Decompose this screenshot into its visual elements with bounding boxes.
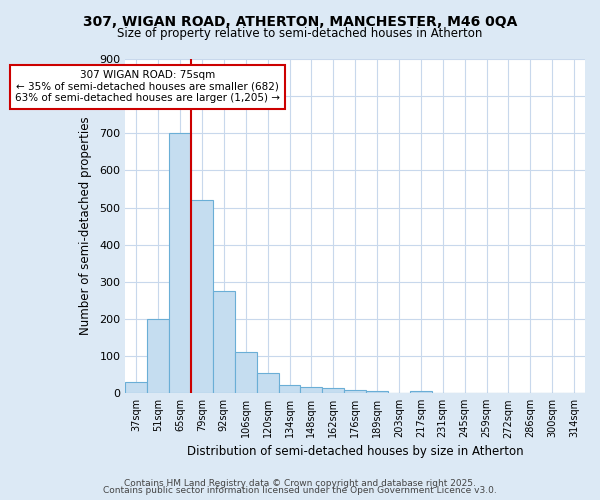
Bar [213, 291, 235, 393]
X-axis label: Distribution of semi-detached houses by size in Atherton: Distribution of semi-detached houses by … [187, 444, 523, 458]
Bar [366, 391, 388, 393]
Text: Contains HM Land Registry data © Crown copyright and database right 2025.: Contains HM Land Registry data © Crown c… [124, 478, 476, 488]
Bar [125, 382, 147, 393]
Bar [344, 390, 366, 393]
Text: Contains public sector information licensed under the Open Government Licence v3: Contains public sector information licen… [103, 486, 497, 495]
Bar [191, 200, 213, 393]
Bar [257, 373, 278, 393]
Bar [147, 319, 169, 393]
Text: Size of property relative to semi-detached houses in Atherton: Size of property relative to semi-detach… [118, 28, 482, 40]
Text: 307 WIGAN ROAD: 75sqm
← 35% of semi-detached houses are smaller (682)
63% of sem: 307 WIGAN ROAD: 75sqm ← 35% of semi-deta… [15, 70, 280, 103]
Y-axis label: Number of semi-detached properties: Number of semi-detached properties [79, 117, 92, 336]
Bar [278, 385, 301, 393]
Text: 307, WIGAN ROAD, ATHERTON, MANCHESTER, M46 0QA: 307, WIGAN ROAD, ATHERTON, MANCHESTER, M… [83, 15, 517, 29]
Bar [322, 388, 344, 393]
Bar [410, 392, 432, 393]
Bar [169, 134, 191, 393]
Bar [235, 352, 257, 393]
Bar [301, 386, 322, 393]
